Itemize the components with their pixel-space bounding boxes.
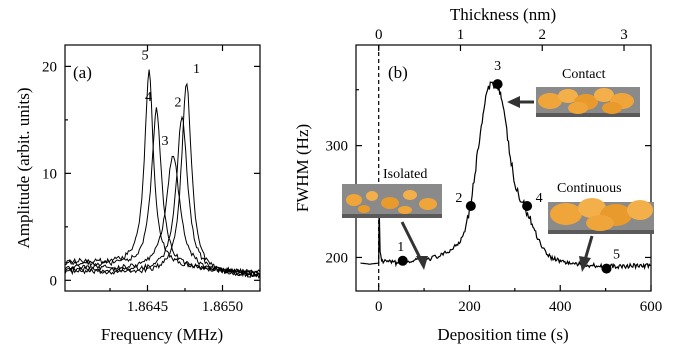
panel-a-curve-label: 5 bbox=[142, 48, 149, 63]
panel-b-point-label: 4 bbox=[536, 191, 543, 206]
panel-b-point-label: 2 bbox=[455, 191, 462, 206]
panel-a-axes-frame bbox=[64, 44, 261, 292]
panel-a-y-tick-label: 10 bbox=[42, 166, 57, 182]
panel-b-point-label: 1 bbox=[397, 240, 404, 255]
panel-b-y-axis-label: FWHM (Hz) bbox=[293, 124, 312, 212]
panel-a-x-tick-label: 1.8645 bbox=[127, 299, 168, 315]
panel-b-point-3 bbox=[492, 79, 503, 90]
panel-a-curve-label: 4 bbox=[145, 90, 152, 105]
panel-a-label: (a) bbox=[73, 63, 92, 82]
panel-a: 1.8645 1.8650 0 10 20 1 2 3 4 5 (a) Frequency (M… bbox=[14, 44, 261, 344]
panel-a-x-axis-label: Frequency (MHz) bbox=[101, 325, 223, 344]
panel-a-curves bbox=[64, 69, 261, 280]
panel-b-y-tick-label: 200 bbox=[326, 250, 349, 266]
panel-b-point-5 bbox=[601, 263, 612, 274]
panel-b-axes-frame bbox=[355, 44, 652, 292]
annotation-isolated: Isolated bbox=[383, 167, 427, 182]
panel-a-curve-2 bbox=[64, 115, 261, 278]
panel-b-ticks: 0 200 400 600 0 1 2 3 200 300 bbox=[326, 27, 663, 315]
panel-b-marked-points: 1 2 3 4 5 bbox=[397, 59, 620, 274]
panel-b-top-tick-label: 1 bbox=[457, 27, 465, 43]
panel-b-x-tick-label: 200 bbox=[458, 299, 481, 315]
panel-a-curve-label: 1 bbox=[193, 62, 200, 77]
annotation-contact: Contact bbox=[562, 67, 606, 82]
panel-a-curve-3 bbox=[64, 155, 261, 277]
panel-b-point-1 bbox=[397, 255, 408, 266]
panel-a-x-tick-label: 1.8650 bbox=[202, 299, 243, 315]
panel-b-y-tick-label: 300 bbox=[326, 139, 349, 155]
panel-b: 0 200 400 600 0 1 2 3 200 300 1 2 3 4 5 Isolated bbox=[293, 5, 662, 344]
panel-a-curve-5 bbox=[65, 69, 261, 274]
panel-b-x-axis-label: Deposition time (s) bbox=[437, 325, 568, 344]
annotation-continuous: Continuous bbox=[557, 181, 622, 196]
panel-b-x-tick-label: 600 bbox=[640, 299, 663, 315]
panel-b-point-2 bbox=[465, 201, 476, 212]
panel-b-top-tick-label: 2 bbox=[538, 27, 546, 43]
panel-a-curve-label: 2 bbox=[175, 95, 182, 110]
panel-b-point-4 bbox=[522, 201, 533, 212]
panel-a-y-tick-label: 20 bbox=[42, 59, 57, 75]
continuous-film-image bbox=[548, 198, 654, 234]
panel-b-label: (b) bbox=[388, 63, 408, 82]
continuous-arrow-head bbox=[579, 256, 591, 272]
panel-a-ticks: 1.8645 1.8650 0 10 20 bbox=[42, 45, 261, 315]
continuous-arrow bbox=[583, 235, 594, 261]
contact-islands-image bbox=[536, 87, 640, 117]
isolated-islands-image bbox=[342, 184, 442, 218]
panel-b-x-tick-label: 0 bbox=[375, 299, 383, 315]
panel-a-y-axis-label: Amplitude (arbit. units) bbox=[14, 87, 33, 248]
panel-b-x-tick-label: 400 bbox=[549, 299, 572, 315]
panel-a-curve-label: 3 bbox=[162, 134, 169, 149]
panel-a-y-tick-label: 0 bbox=[50, 273, 58, 289]
panel-b-top-tick-label: 3 bbox=[620, 27, 628, 43]
panel-a-curve-4 bbox=[64, 107, 261, 277]
panel-b-point-label: 5 bbox=[613, 248, 620, 263]
panel-b-top-tick-label: 0 bbox=[375, 27, 383, 43]
panel-b-point-label: 3 bbox=[494, 59, 501, 74]
contact-arrow-head bbox=[507, 96, 520, 108]
panel-b-top-axis-label: Thickness (nm) bbox=[450, 5, 556, 24]
isolated-arrow bbox=[400, 221, 424, 263]
isolated-arrow-head bbox=[416, 256, 428, 270]
panel-a-curve-labels: 1 2 3 4 5 bbox=[142, 48, 201, 149]
